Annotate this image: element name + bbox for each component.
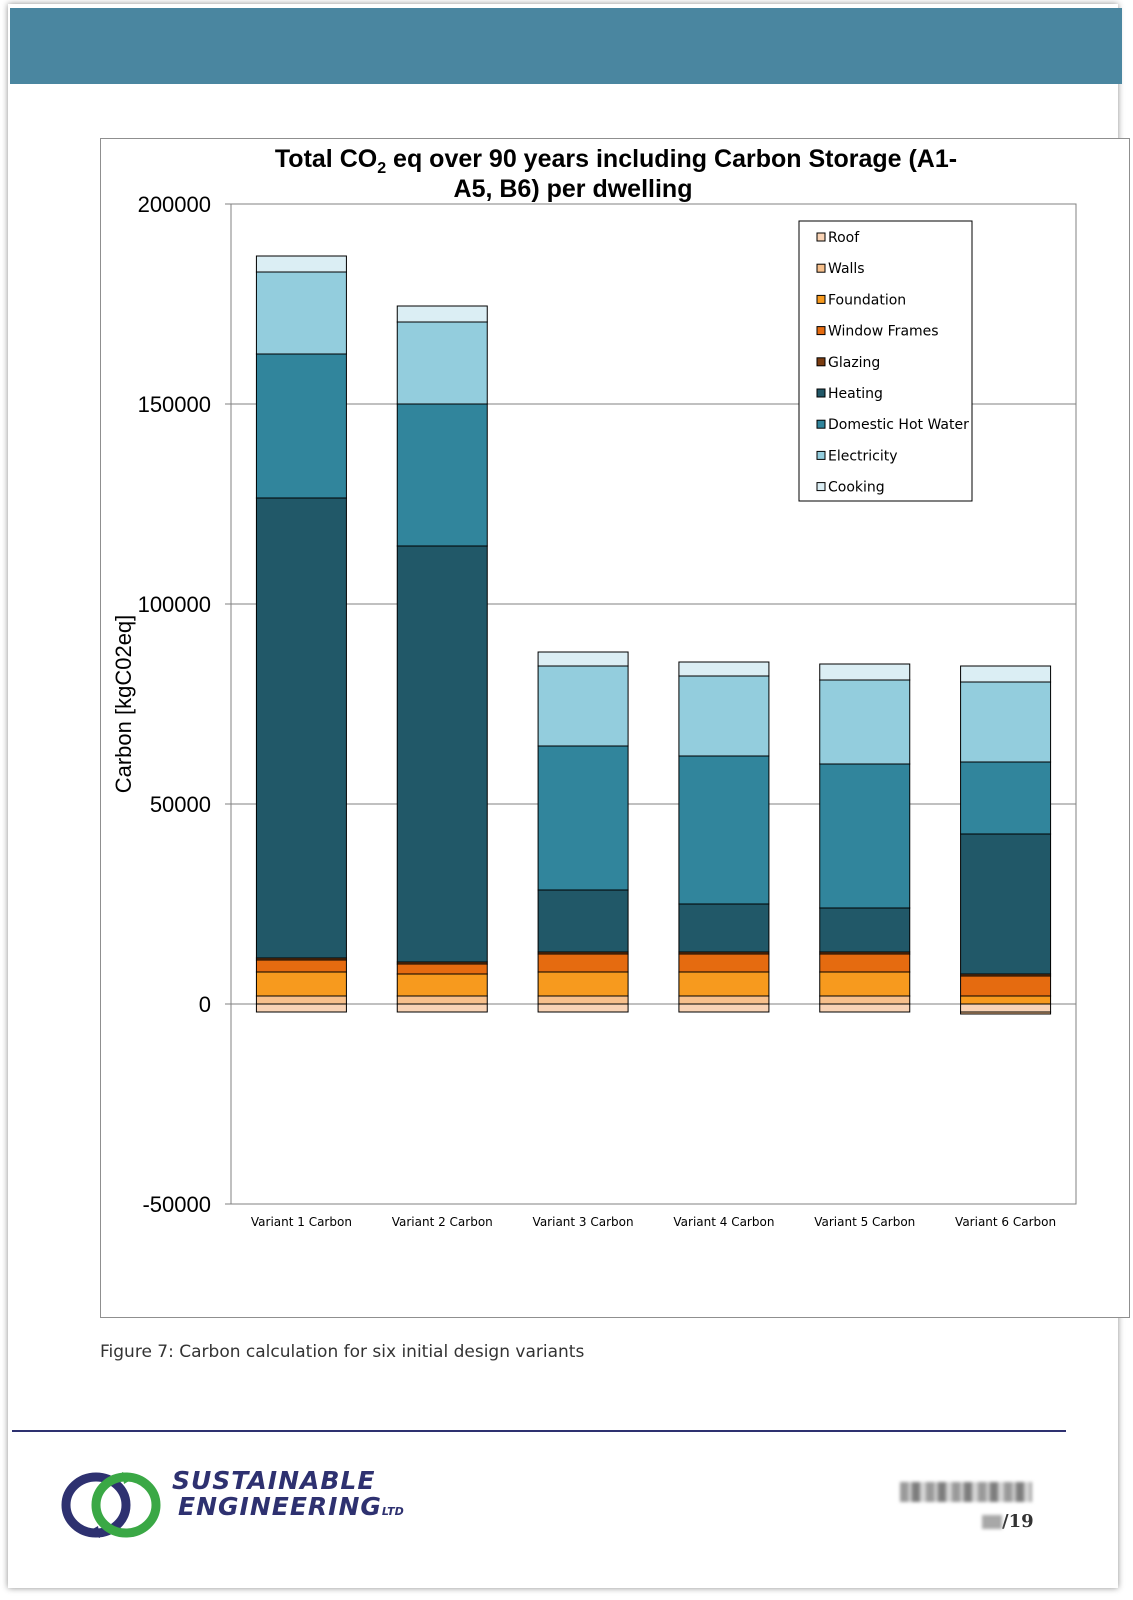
redacted-text — [900, 1482, 1032, 1502]
x-tick-label: Variant 2 Carbon — [392, 1215, 493, 1229]
bar-segment — [678, 903, 770, 953]
bar-segment — [819, 663, 911, 681]
logo-rings-icon — [61, 1472, 161, 1538]
bar-segment — [396, 995, 488, 1005]
bar-segment — [396, 403, 488, 547]
company-logo: SUSTAINABLE ENGINEERINGLTD — [60, 1468, 410, 1542]
bar-segment — [537, 1003, 629, 1013]
legend-swatch — [816, 450, 826, 460]
page-number: /19 — [982, 1511, 1034, 1532]
y-axis-label: Carbon [kgC02eq] — [111, 615, 136, 794]
bar-segment — [678, 755, 770, 905]
bar-segment — [678, 953, 770, 973]
y-tick-label: 200000 — [138, 192, 211, 217]
legend-swatch — [816, 326, 826, 336]
legend-label: Roof — [828, 230, 860, 246]
bar-segment — [960, 1011, 1052, 1015]
bar-segment — [255, 971, 347, 997]
bar-segment — [819, 995, 911, 1005]
legend-swatch — [816, 357, 826, 367]
x-tick-label: Variant 1 Carbon — [251, 1215, 352, 1229]
bar-segment — [678, 1003, 770, 1013]
legend-label: Walls — [828, 261, 865, 277]
bar-segment — [396, 1003, 488, 1013]
legend-label: Foundation — [828, 292, 906, 308]
bar-segment — [255, 497, 347, 959]
legend-label: Window Frames — [828, 324, 939, 340]
y-tick-label: -50000 — [142, 1192, 211, 1217]
bar-segment — [678, 971, 770, 997]
bar-segment — [960, 1003, 1052, 1013]
chart-frame: 200000 150000 100000 50000 0 -50000 Variant 1 … — [100, 138, 1130, 1318]
logo-line2: ENGINEERING — [178, 1492, 382, 1521]
bar-segment — [960, 665, 1052, 683]
legend-swatch — [816, 294, 826, 304]
x-tick-label: Variant 3 Carbon — [533, 1215, 634, 1229]
bar-segment — [819, 1003, 911, 1013]
x-tick-label: Variant 4 Carbon — [673, 1215, 774, 1229]
bar-segment — [255, 353, 347, 499]
bar-segment — [678, 675, 770, 757]
legend-label: Electricity — [828, 448, 898, 464]
bar-segment — [960, 761, 1052, 835]
legend-swatch — [816, 388, 826, 398]
legend-label: Heating — [828, 386, 883, 402]
bar-segment — [537, 971, 629, 997]
page-total: /19 — [1002, 1511, 1034, 1532]
figure-caption: Figure 7: Carbon calculation for six ini… — [100, 1342, 585, 1362]
bar-segment — [396, 963, 488, 975]
bar-segment — [819, 763, 911, 909]
bar-segment — [537, 651, 629, 667]
legend-swatch — [816, 263, 826, 273]
bar-segment — [678, 995, 770, 1005]
bar-segment — [537, 665, 629, 747]
bar-segment — [396, 973, 488, 997]
legend-box — [798, 220, 973, 502]
legend-swatch — [816, 419, 826, 429]
bar-segment — [678, 661, 770, 677]
bar-segment — [960, 995, 1052, 1005]
x-tick-label: Variant 5 Carbon — [814, 1215, 915, 1229]
bar-segment — [537, 889, 629, 953]
bar-segment — [255, 1003, 347, 1013]
x-tick-label: Variant 6 Carbon — [955, 1215, 1056, 1229]
bar-segment — [537, 953, 629, 973]
legend-swatch — [816, 232, 826, 242]
bar-segment — [960, 681, 1052, 763]
bar-segment — [255, 959, 347, 973]
bar-segment — [960, 833, 1052, 975]
bar-segment — [819, 953, 911, 973]
legend-label: Domestic Hot Water — [828, 417, 969, 433]
logo-suffix: LTD — [381, 1505, 404, 1518]
bar-segment — [819, 907, 911, 953]
bar-segment — [819, 971, 911, 997]
bar-segment — [255, 271, 347, 355]
bar-segment — [255, 995, 347, 1005]
bar-segment — [396, 321, 488, 405]
chart-title-line1: Total CO2 eq over 90 years including Car… — [275, 145, 957, 177]
header-band — [10, 8, 1122, 84]
chart-title-line2: A5, B6) per dwelling — [454, 175, 693, 203]
legend-label: Glazing — [828, 355, 880, 371]
y-tick-label: 100000 — [138, 592, 211, 617]
legend-label: Cooking — [828, 480, 885, 496]
bar-segment — [819, 679, 911, 765]
stacked-bar-chart: 200000 150000 100000 50000 0 -50000 Variant 1 … — [111, 145, 1077, 1229]
bar-segment — [960, 975, 1052, 997]
y-tick-label: 0 — [199, 992, 211, 1017]
legend-swatch — [816, 482, 826, 492]
bar-segment — [255, 255, 347, 273]
y-tick-label: 50000 — [150, 792, 211, 817]
footer-divider — [12, 1430, 1066, 1432]
bar-segment — [537, 995, 629, 1005]
logo-line1: SUSTAINABLE — [172, 1466, 376, 1495]
bar-segment — [537, 745, 629, 891]
bar-segment — [396, 305, 488, 323]
bar-segment — [396, 545, 488, 963]
y-tick-label: 150000 — [138, 392, 211, 417]
